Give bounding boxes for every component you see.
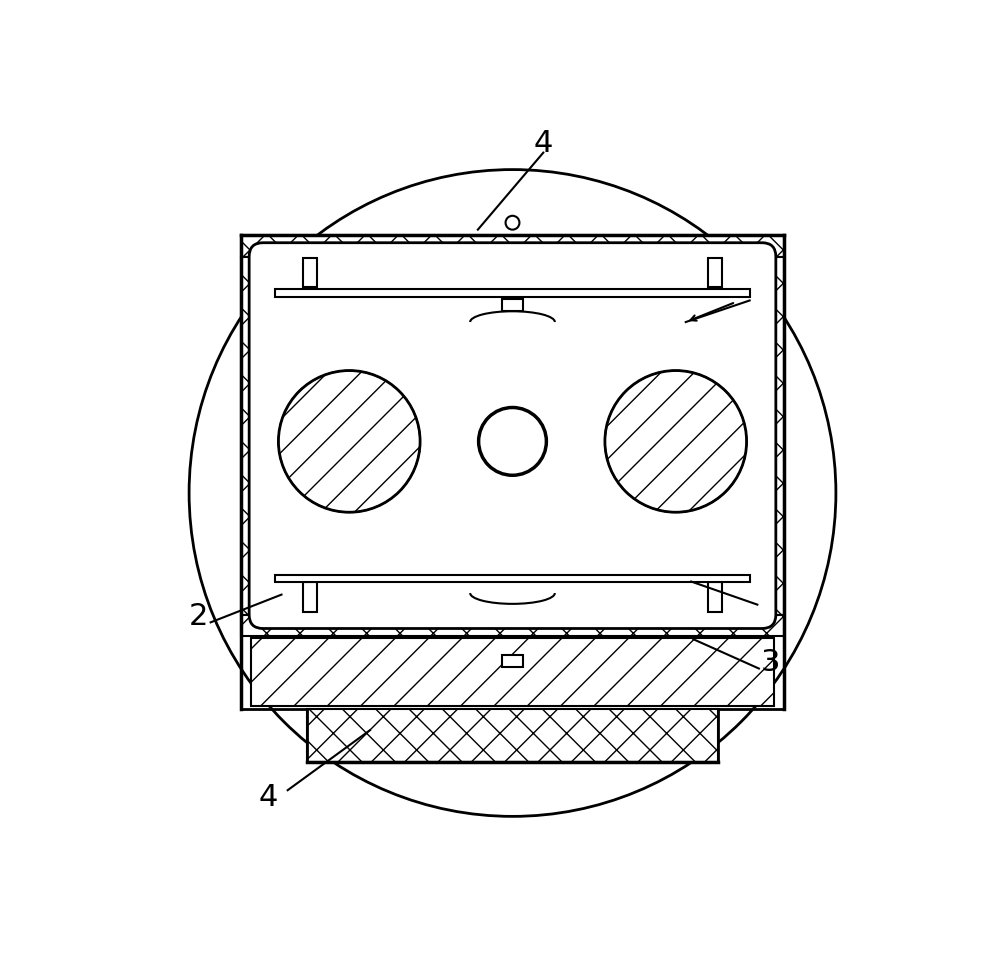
Text: 2: 2 bbox=[758, 584, 778, 613]
Bar bbox=[502, 655, 523, 667]
Text: 4: 4 bbox=[259, 783, 278, 812]
Bar bbox=[303, 258, 317, 287]
Circle shape bbox=[278, 370, 420, 512]
Bar bbox=[708, 582, 722, 611]
Bar bbox=[762, 256, 784, 615]
Text: 4: 4 bbox=[534, 129, 553, 158]
Text: 1: 1 bbox=[751, 280, 770, 308]
Bar bbox=[275, 289, 750, 297]
Bar bbox=[307, 709, 718, 763]
Bar bbox=[251, 638, 774, 706]
Text: 3: 3 bbox=[761, 648, 780, 677]
Bar bbox=[251, 258, 774, 328]
Text: 2: 2 bbox=[189, 602, 208, 630]
Bar bbox=[275, 575, 750, 582]
Bar bbox=[303, 582, 317, 611]
Bar bbox=[241, 256, 263, 615]
Bar bbox=[241, 615, 784, 636]
Circle shape bbox=[605, 370, 747, 512]
Bar bbox=[502, 299, 523, 311]
Bar bbox=[241, 235, 784, 256]
Circle shape bbox=[479, 408, 546, 475]
Bar bbox=[708, 258, 722, 287]
FancyBboxPatch shape bbox=[249, 243, 776, 629]
